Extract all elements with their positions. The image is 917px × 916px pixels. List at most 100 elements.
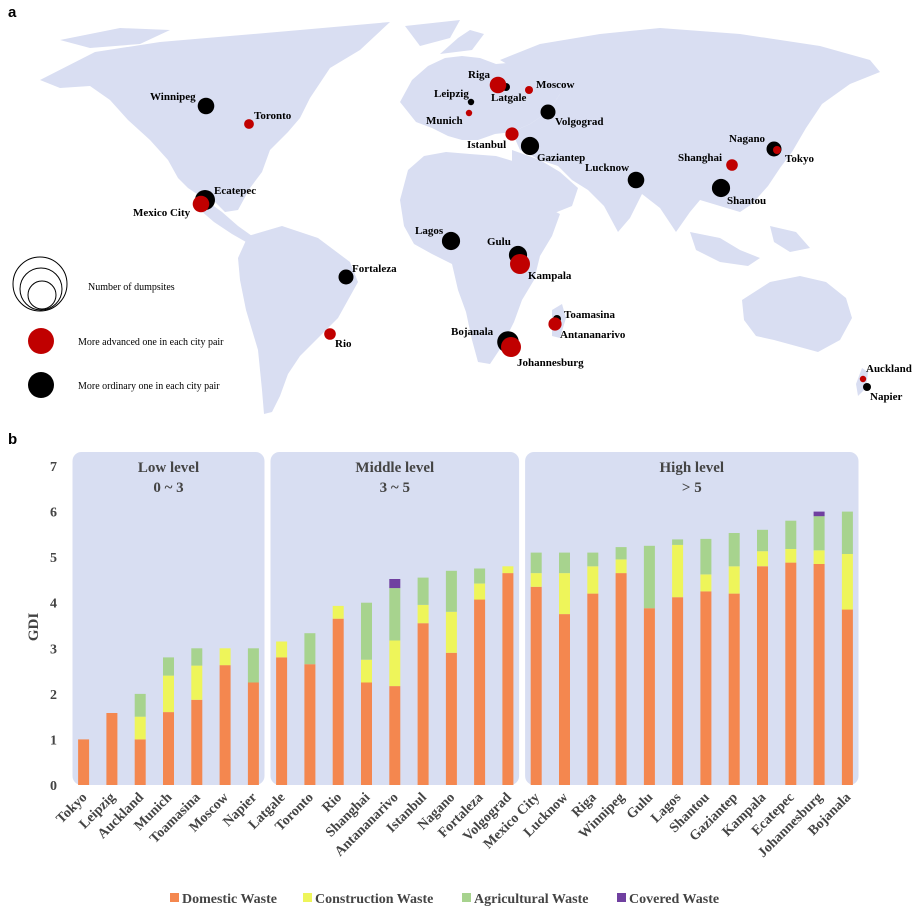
bar-shantou-domestic-waste bbox=[700, 591, 712, 785]
city-label-tokyo: Tokyo bbox=[785, 153, 814, 165]
legend-ordinary-text: More ordinary one in each city pair bbox=[78, 381, 220, 392]
bar-bojanala-construction-waste bbox=[841, 554, 853, 610]
bar-tokyo-domestic-waste bbox=[78, 739, 90, 785]
city-label-johannesburg: Johannesburg bbox=[517, 357, 584, 369]
y-tick-label-1: 1 bbox=[50, 733, 57, 748]
city-marker-rio bbox=[324, 328, 336, 340]
city-marker-antananarivo bbox=[548, 317, 562, 331]
legend-label-agricultural-waste: Agricultural Waste bbox=[474, 892, 588, 907]
legend-swatch-construction-waste bbox=[303, 893, 312, 902]
city-label-toronto: Toronto bbox=[254, 110, 292, 122]
bar-gaziantep-domestic-waste bbox=[728, 593, 740, 785]
bar-stack-fortaleza bbox=[474, 568, 486, 785]
city-label-ecatepec: Ecatepec bbox=[214, 185, 256, 197]
city-label-leipzig: Leipzig bbox=[434, 88, 469, 100]
city-marker-shanghai bbox=[726, 159, 738, 171]
bar-stack-napier bbox=[247, 648, 259, 785]
bar-fortaleza-agricultural-waste bbox=[474, 568, 486, 584]
bar-stack-latgale bbox=[276, 641, 288, 785]
city-marker-mexico-city bbox=[192, 195, 210, 213]
bar-stack-shantou bbox=[700, 538, 712, 785]
bar-stack-johannesburg bbox=[813, 511, 825, 785]
city-label-istanbul: Istanbul bbox=[467, 139, 506, 151]
city-label-volgograd: Volgograd bbox=[555, 116, 604, 128]
bar-munich-domestic-waste bbox=[163, 712, 174, 785]
bar-moscow-construction-waste bbox=[219, 648, 231, 666]
city-marker-istanbul bbox=[505, 127, 519, 141]
city-marker-winnipeg bbox=[197, 97, 215, 115]
city-markers: Winnipeg Toronto Ecatepec Mexico City Fortal… bbox=[133, 69, 912, 403]
bar-fortaleza-domestic-waste bbox=[474, 599, 486, 785]
bar-antananarivo-construction-waste bbox=[389, 640, 401, 687]
bar-stack-antananarivo bbox=[389, 579, 401, 785]
y-tick-label-6: 6 bbox=[50, 506, 57, 521]
bar-shantou-construction-waste bbox=[700, 574, 712, 592]
city-marker-moscow bbox=[525, 86, 533, 94]
bar-rio-domestic-waste bbox=[332, 618, 344, 785]
city-marker-riga bbox=[489, 76, 507, 94]
bar-volgograd-construction-waste bbox=[502, 566, 514, 574]
bar-stack-tokyo bbox=[78, 739, 90, 785]
bar-johannesburg-agricultural-waste bbox=[813, 516, 825, 551]
bar-shantou-agricultural-waste bbox=[700, 538, 712, 575]
level-panel-high-level bbox=[525, 452, 859, 785]
bar-latgale-domestic-waste bbox=[276, 657, 288, 785]
bar-toamasina-agricultural-waste bbox=[191, 648, 203, 666]
bar-riga-domestic-waste bbox=[587, 593, 599, 785]
city-marker-gaziantep bbox=[520, 136, 540, 156]
bar-stack-riga bbox=[587, 552, 599, 785]
city-marker-lucknow bbox=[627, 171, 645, 189]
bar-istanbul-agricultural-waste bbox=[417, 577, 429, 605]
bar-stack-leipzig bbox=[106, 713, 118, 785]
bar-riga-agricultural-waste bbox=[587, 552, 599, 567]
legend-advanced-dot bbox=[28, 328, 54, 354]
level-title-middle-level: Middle level bbox=[355, 460, 434, 476]
bar-nagano-construction-waste bbox=[445, 611, 457, 653]
y-tick-label-7: 7 bbox=[50, 460, 57, 475]
city-label-fortaleza: Fortaleza bbox=[352, 263, 397, 275]
bar-antananarivo-agricultural-waste bbox=[389, 588, 401, 641]
city-label-shanghai: Shanghai bbox=[678, 152, 722, 164]
city-label-nagano: Nagano bbox=[729, 133, 766, 145]
bar-kampala-agricultural-waste bbox=[757, 529, 768, 552]
bar-leipzig-domestic-waste bbox=[106, 713, 118, 785]
panel-a-label: a bbox=[8, 4, 17, 21]
legend-label-construction-waste: Construction Waste bbox=[315, 892, 433, 907]
city-label-napier: Napier bbox=[870, 391, 903, 403]
bar-stack-gulu bbox=[643, 545, 655, 785]
bar-gulu-agricultural-waste bbox=[643, 545, 655, 609]
legend-swatch-domestic-waste bbox=[170, 893, 179, 902]
bar-stack-istanbul bbox=[417, 577, 429, 785]
city-label-gulu: Gulu bbox=[487, 236, 511, 248]
city-label-antananarivo: Antananarivo bbox=[560, 329, 626, 341]
city-marker-johannesburg bbox=[501, 337, 521, 357]
bar-stack-shanghai bbox=[361, 602, 372, 785]
bar-winnipeg-construction-waste bbox=[615, 559, 627, 574]
city-label-moscow: Moscow bbox=[536, 79, 575, 91]
bar-toamasina-construction-waste bbox=[191, 665, 203, 700]
bar-kampala-domestic-waste bbox=[757, 566, 768, 785]
bar-stack-auckland bbox=[134, 693, 146, 785]
bar-antananarivo-domestic-waste bbox=[389, 686, 401, 785]
bar-stack-toronto bbox=[304, 633, 316, 785]
bar-napier-agricultural-waste bbox=[247, 648, 259, 683]
bar-stack-moscow bbox=[219, 648, 231, 785]
city-label-lagos: Lagos bbox=[415, 225, 444, 237]
city-marker-toronto bbox=[244, 119, 254, 129]
bar-shanghai-domestic-waste bbox=[361, 682, 372, 785]
level-title-low-level: Low level bbox=[138, 460, 199, 476]
city-label-gaziantep: Gaziantep bbox=[537, 152, 585, 164]
dumpsite-size-circle-medium bbox=[19, 267, 63, 311]
city-label-toamasina: Toamasina bbox=[564, 309, 615, 321]
bar-winnipeg-domestic-waste bbox=[615, 573, 627, 785]
city-label-munich: Munich bbox=[426, 115, 463, 127]
bar-fortaleza-construction-waste bbox=[474, 583, 486, 600]
bar-munich-construction-waste bbox=[163, 675, 174, 713]
bar-antananarivo-covered-waste bbox=[389, 579, 401, 589]
y-tick-label-2: 2 bbox=[50, 688, 57, 703]
bar-chart-legend: Domestic Waste Construction Waste Agricult… bbox=[170, 892, 719, 907]
legend-label-domestic-waste: Domestic Waste bbox=[182, 892, 277, 907]
level-range-low-level: 0 ~ 3 bbox=[153, 480, 183, 496]
level-range-high-level: > 5 bbox=[682, 480, 702, 496]
bar-ecatepec-domestic-waste bbox=[785, 562, 797, 785]
